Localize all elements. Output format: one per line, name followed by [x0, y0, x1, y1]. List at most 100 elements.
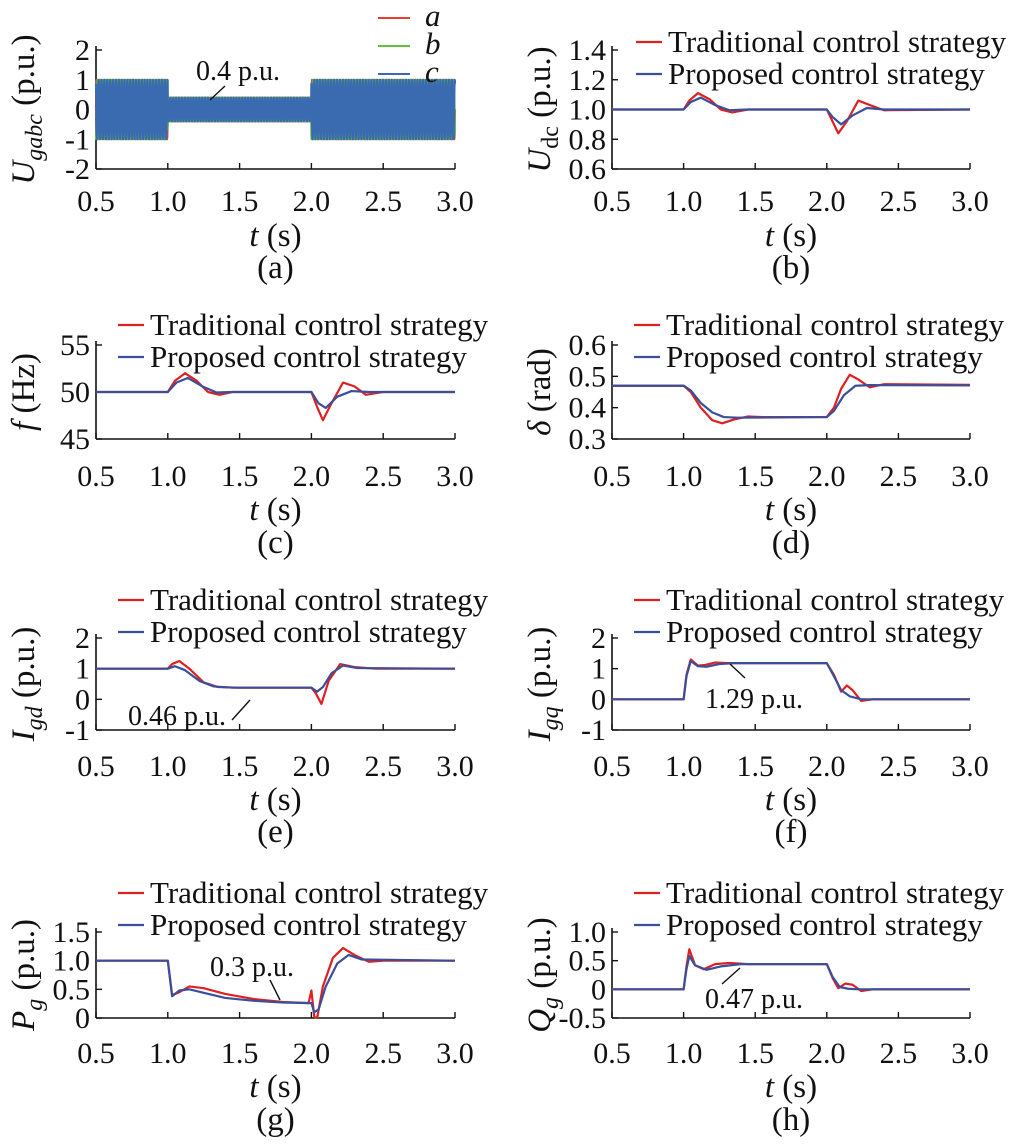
panel-d: 0.30.40.50.60.5 1.0 1.5 2.0 2.5 3.0t (s)δ (ra…: [522, 307, 1005, 561]
y-tick-label: 0: [75, 683, 90, 716]
x-axis-label: t (s): [249, 492, 301, 528]
x-tick-label: 3.0: [951, 460, 989, 493]
x-tick-label: 0.5: [593, 750, 631, 783]
x-axis-label: t (s): [765, 492, 817, 528]
panel-sublabel: (f): [775, 814, 808, 850]
x-tick-label: 1.0: [149, 460, 187, 493]
annotation-leader: [209, 85, 226, 101]
x-tick-label: 1.0: [665, 750, 703, 783]
x-tick-label: 2.0: [808, 185, 846, 218]
x-axis-label: t (s): [765, 782, 817, 818]
y-axis-label: δ (rad): [522, 348, 558, 436]
series-line-traditional: [96, 372, 455, 422]
y-axis-label: Udc (p.u.): [522, 46, 564, 172]
legend-label: Proposed control strategy: [150, 339, 467, 374]
x-tick-label: 2.5: [880, 1037, 918, 1070]
series-line-proposed: [612, 96, 970, 126]
x-tick-label: 2.5: [880, 750, 918, 783]
y-tick-label: 1.5: [53, 916, 91, 949]
panel-c: 45 50 55 0.5 1.0 1.5 2.0 2.5 3.0 t (s) f (Hz) (c) Tr…: [6, 307, 489, 561]
y-tick-label: 50: [60, 376, 90, 409]
annotation-label: 1.29 p.u.: [705, 684, 803, 715]
panel-sublabel: (e): [257, 814, 294, 850]
y-tick-label: 0.6: [569, 153, 607, 186]
y-tick-label: 1: [591, 653, 606, 686]
y-tick-label: 0: [591, 973, 606, 1006]
x-tick-label: 0.5: [77, 1037, 115, 1070]
y-tick-label: 2: [591, 622, 606, 655]
x-axis-label: t (s): [249, 782, 301, 818]
annotation-label: 0.47 p.u.: [705, 984, 803, 1015]
y-tick-label: 0.4: [569, 392, 607, 425]
y-axis-label: Igd (p.u.): [6, 627, 48, 743]
y-tick-label: 1: [75, 653, 90, 686]
panel-sublabel: (h): [772, 1102, 810, 1138]
x-tick-label: 2.0: [293, 1037, 331, 1070]
y-axis-label: Ugabc (p.u.): [6, 34, 48, 184]
x-tick-label: 3.0: [436, 460, 474, 493]
legend-label: Proposed control strategy: [666, 339, 983, 374]
x-tick-label: 1.5: [736, 185, 774, 218]
annotation-leader: [721, 967, 741, 985]
y-tick-label: 1.0: [53, 945, 91, 978]
y-tick-label: 1.4: [569, 34, 607, 67]
panel-sublabel: (a): [257, 250, 294, 286]
legend-label: c: [425, 54, 439, 89]
y-tick-label: 0.5: [569, 945, 607, 978]
y-tick-label: -1: [581, 714, 606, 747]
annotation-leader: [729, 663, 746, 679]
x-tick-label: 1.5: [221, 185, 259, 218]
legend-label: Traditional control strategy: [668, 24, 1007, 59]
x-tick-label: 1.0: [665, 460, 703, 493]
y-tick-label: 1: [75, 64, 90, 97]
y-tick-label: 1.0: [569, 94, 607, 127]
panel-sublabel: (b): [772, 250, 810, 286]
x-tick-label: 2.5: [364, 750, 402, 783]
y-axis-label: Igq (p.u.): [522, 627, 564, 743]
annotation-label: 0.46 p.u.: [128, 701, 226, 732]
legend-label: Traditional control strategy: [150, 875, 489, 910]
x-tick-label: 3.0: [951, 1037, 989, 1070]
x-tick-label: 0.5: [77, 185, 115, 218]
series-line-proposed: [96, 953, 456, 1014]
x-tick-label: 2.5: [364, 185, 402, 218]
legend-label: Traditional control strategy: [666, 582, 1005, 617]
x-tick-label: 3.0: [951, 185, 989, 218]
legend-label: Traditional control strategy: [150, 307, 489, 342]
panel-sublabel: (g): [256, 1102, 294, 1138]
y-tick-label: 0: [75, 1002, 90, 1035]
series-line-c: [94, 78, 457, 141]
x-tick-label: 2.5: [364, 1037, 402, 1070]
x-tick-label: 0.5: [77, 750, 115, 783]
series-line-traditional: [612, 373, 971, 425]
x-tick-label: 1.0: [665, 1037, 703, 1070]
series-line-proposed: [96, 376, 455, 410]
x-tick-label: 1.5: [736, 1037, 774, 1070]
x-tick-label: 1.5: [221, 1037, 259, 1070]
y-tick-label: -0.5: [559, 1002, 607, 1035]
panel-sublabel: (c): [257, 525, 294, 561]
y-tick-label: 45: [60, 423, 90, 456]
y-tick-label: 1.0: [569, 916, 607, 949]
x-axis-label: t (s): [765, 218, 817, 254]
y-tick-label: 2: [75, 34, 90, 67]
x-tick-label: 3.0: [436, 185, 474, 218]
x-axis-label: t (s): [765, 1069, 817, 1105]
y-axis-label: Qg (p.u.): [522, 917, 564, 1033]
series-line-proposed: [612, 954, 970, 991]
legend-label: Proposed control strategy: [666, 614, 983, 649]
x-tick-label: 1.0: [149, 750, 187, 783]
x-tick-label: 1.0: [149, 1037, 187, 1070]
y-tick-label: 55: [60, 329, 90, 362]
x-tick-label: 3.0: [436, 750, 474, 783]
x-tick-label: 0.5: [77, 460, 115, 493]
x-tick-label: 0.5: [593, 1037, 631, 1070]
legend-label: Proposed control strategy: [150, 614, 467, 649]
x-tick-label: 2.0: [808, 460, 846, 493]
y-axis-label: f (Hz): [6, 353, 42, 431]
x-tick-label: 2.5: [364, 460, 402, 493]
y-tick-label: 0.8: [569, 123, 607, 156]
